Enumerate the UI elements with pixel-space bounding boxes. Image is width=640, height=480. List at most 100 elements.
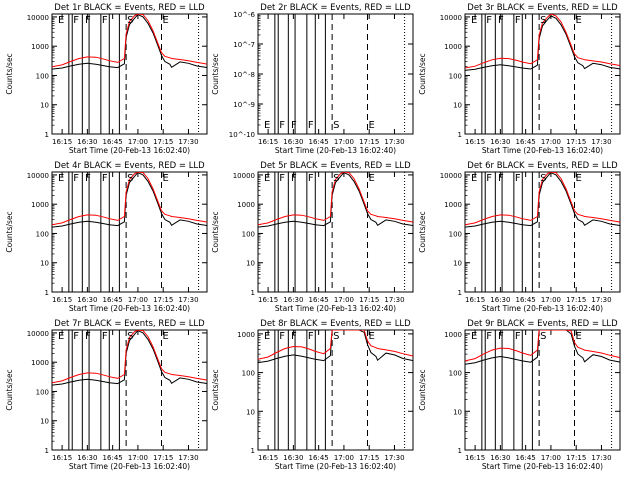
y-axis-label: Counts/sec [5, 369, 14, 410]
x-tick-label: 17:30 [178, 296, 198, 304]
marker-label: S [127, 173, 133, 184]
marker-label: F [291, 173, 297, 184]
x-tick-label: 16:45 [103, 296, 123, 304]
y-tick-label: 1 [458, 447, 462, 455]
marker-label: F [73, 173, 79, 184]
marker-label: F [291, 331, 297, 342]
panel-det-3: Det 3r BLACK = Events, RED = LLD 1 10 100 10… [418, 3, 621, 155]
panel-det-1: Det 1r BLACK = Events, RED = LLD 1 10 100 10… [5, 3, 208, 155]
panel-det-8: Det 8r BLACK = Events, RED = LLD 1 10 100 10… [211, 319, 414, 471]
x-tick-label: 16:30 [77, 454, 97, 462]
marker-label: F [515, 15, 521, 26]
x-tick-label: 16:30 [490, 138, 510, 146]
y-axis-label: Counts/sec [5, 53, 14, 94]
y-tick-label: 100 [449, 370, 462, 378]
marker-label: E [576, 331, 582, 342]
marker-label: F [308, 331, 314, 342]
x-tick-label: 17:00 [541, 454, 561, 462]
x-tick-label: 17:00 [541, 296, 561, 304]
marker-label: E [58, 173, 64, 184]
lld-series-line [52, 14, 207, 68]
marker-label: F [279, 173, 285, 184]
x-tick-label: 17:00 [541, 138, 561, 146]
panel-det-6: Det 6r BLACK = Events, RED = LLD 1 10 100 10… [418, 161, 621, 313]
plot-frame [51, 329, 208, 451]
y-tick-label: 1 [251, 447, 255, 455]
x-tick-label: 17:15 [359, 296, 379, 304]
marker-label: F [486, 173, 492, 184]
x-tick-label: 17:30 [591, 138, 611, 146]
y-tick-label: 10^-6 [233, 11, 255, 19]
y-tick-label: 10^-7 [233, 41, 255, 49]
panel-title: Det 7r BLACK = Events, RED = LLD [54, 319, 205, 329]
panel-title: Det 4r BLACK = Events, RED = LLD [54, 161, 205, 171]
x-tick-label: 16:15 [465, 296, 485, 304]
marker-label: F [498, 15, 504, 26]
events-series-line [52, 14, 207, 70]
y-axis-label: Counts/sec [418, 211, 427, 252]
x-axis-label: Start Time (20-Feb-13 16:02:40) [275, 304, 396, 313]
events-series-line [465, 15, 620, 71]
x-axis-label: Start Time (20-Feb-13 16:02:40) [482, 304, 603, 313]
marker-label: E [163, 173, 169, 184]
y-tick-label: 100 [449, 72, 462, 80]
y-tick-label: 100 [242, 230, 255, 238]
x-axis-label: Start Time (20-Feb-13 16:02:40) [275, 146, 396, 155]
y-tick-label: 1 [45, 131, 49, 139]
events-series-line [258, 172, 413, 228]
x-tick-label: 16:45 [309, 138, 329, 146]
y-tick-label: 1000 [237, 201, 255, 209]
x-tick-label: 16:45 [103, 454, 123, 462]
panel-title: Det 3r BLACK = Events, RED = LLD [467, 3, 618, 13]
y-tick-label: 1 [45, 289, 49, 297]
marker-label: S [540, 331, 546, 342]
marker-label: F [102, 173, 108, 184]
y-tick-label: 1000 [237, 331, 255, 339]
y-tick-label: 1 [251, 289, 255, 297]
lld-series-line [52, 330, 207, 384]
y-tick-label: 1000 [444, 43, 462, 51]
y-tick-label: 100 [36, 72, 49, 80]
x-tick-label: 17:00 [128, 138, 148, 146]
lld-series-line [465, 172, 620, 226]
y-tick-label: 1000 [444, 201, 462, 209]
x-tick-label: 17:00 [128, 454, 148, 462]
x-tick-label: 17:15 [153, 296, 173, 304]
panel-det-2: Det 2r BLACK = Events, RED = LLD 10^-10 10… [211, 3, 414, 155]
events-series-line [52, 172, 207, 228]
plot-frame [257, 13, 414, 135]
x-axis-label: Start Time (20-Feb-13 16:02:40) [482, 462, 603, 471]
marker-label: F [73, 15, 79, 26]
y-axis-label: Counts/sec [5, 211, 14, 252]
events-series-line [258, 330, 413, 364]
marker-label: F [498, 173, 504, 184]
x-tick-label: 16:30 [77, 296, 97, 304]
marker-label: E [264, 173, 270, 184]
panel-det-5: Det 5r BLACK = Events, RED = LLD 1 10 100 10… [211, 161, 414, 313]
panel-det-7: Det 7r BLACK = Events, RED = LLD 1 10 100 10… [5, 319, 208, 471]
lld-series-line [465, 330, 620, 362]
y-axis-label: Counts/sec [418, 53, 427, 94]
marker-label: S [540, 15, 546, 26]
y-axis-label: Counts/sec [418, 369, 427, 410]
marker-label: F [85, 331, 91, 342]
y-tick-label: 1 [45, 447, 49, 455]
x-tick-label: 16:15 [52, 296, 72, 304]
marker-label: E [471, 15, 477, 26]
marker-label: F [102, 331, 108, 342]
marker-label: E [264, 120, 270, 131]
marker-label: F [486, 15, 492, 26]
y-tick-label: 100 [36, 388, 49, 396]
lld-series-line [258, 172, 413, 226]
x-tick-label: 16:15 [465, 138, 485, 146]
y-tick-label: 10000 [27, 172, 49, 180]
x-tick-label: 16:45 [309, 296, 329, 304]
x-tick-label: 16:15 [52, 138, 72, 146]
x-tick-label: 17:30 [384, 296, 404, 304]
x-tick-label: 16:15 [52, 454, 72, 462]
panel-title: Det 6r BLACK = Events, RED = LLD [467, 161, 618, 171]
panel-title: Det 9r BLACK = Events, RED = LLD [467, 319, 618, 329]
marker-label: F [515, 331, 521, 342]
x-tick-label: 17:30 [384, 454, 404, 462]
